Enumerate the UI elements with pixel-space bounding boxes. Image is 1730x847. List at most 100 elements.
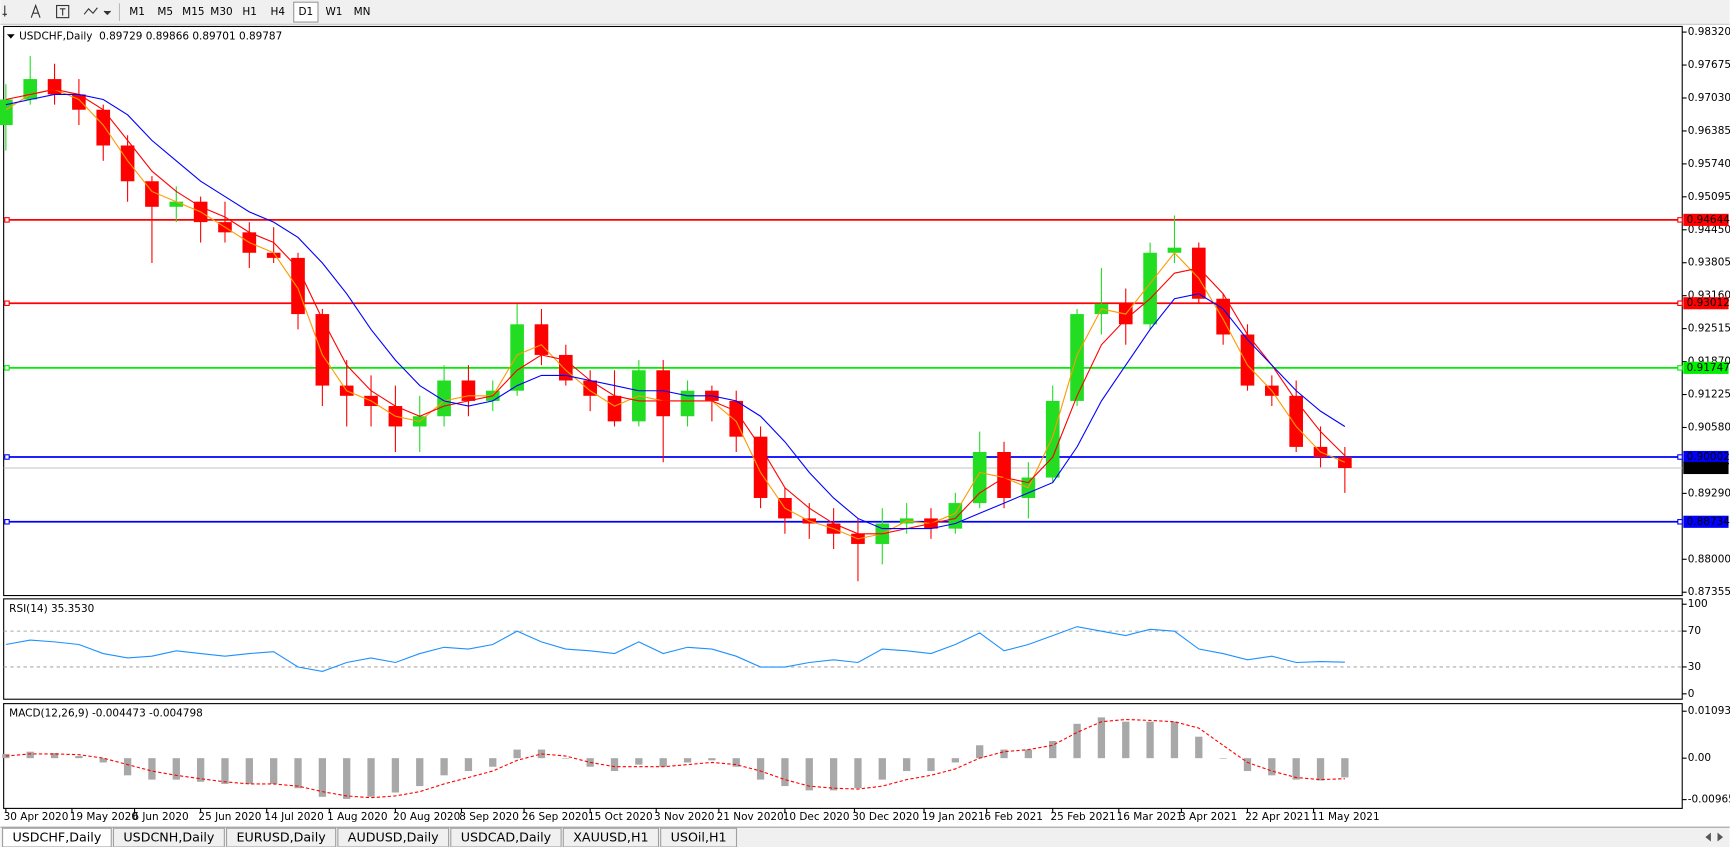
timeframe-button[interactable]: H4 <box>270 6 285 18</box>
macd-bar <box>148 758 156 780</box>
macd-bar <box>99 758 107 763</box>
tool-shapes[interactable] <box>83 7 98 15</box>
candle-body <box>680 390 695 417</box>
macd-bar <box>1073 723 1081 759</box>
chart-menu-arrow[interactable] <box>6 34 15 39</box>
level-label-bg <box>1683 297 1729 310</box>
y-tick-label: 0.96385 <box>1688 125 1730 137</box>
macd-bar <box>270 758 278 784</box>
timeframe-button[interactable]: M1 <box>129 6 145 18</box>
pane: 0.98320 0.97675 0.97030 0.96385 0.95740 0.950… <box>0 25 1730 598</box>
macd-bar <box>635 758 643 765</box>
macd-bar <box>878 758 886 780</box>
macd-bar <box>1000 749 1008 759</box>
level-handle[interactable] <box>4 454 10 460</box>
y-tick-label: 0.95095 <box>1688 191 1730 203</box>
tab-active[interactable] <box>2 827 112 847</box>
level-handle[interactable] <box>1677 519 1683 525</box>
tab[interactable] <box>562 827 660 847</box>
tab[interactable] <box>660 827 738 847</box>
macd-bar <box>708 758 716 761</box>
candle-body <box>534 324 549 355</box>
tab-label[interactable]: EURUSD,Daily <box>236 830 326 845</box>
timeframe-button[interactable]: W1 <box>325 6 342 18</box>
macd-bar <box>1268 758 1276 776</box>
tab-scroll[interactable] <box>1705 832 1724 842</box>
level-handle[interactable] <box>1677 300 1683 307</box>
level-handle[interactable] <box>1677 454 1683 460</box>
x-tick-label: 11 May 2021 <box>1311 811 1379 823</box>
tab-label[interactable]: USDCHF,Daily <box>12 830 101 845</box>
macd-bar <box>75 756 83 759</box>
tab[interactable] <box>112 827 225 847</box>
timeframe-button[interactable]: H1 <box>242 6 257 18</box>
level-handle[interactable] <box>4 217 10 223</box>
x-tick-label: 3 Apr 2021 <box>1179 811 1237 823</box>
x-tick-label: 14 Jul 2020 <box>265 811 324 823</box>
candle-body <box>0 99 13 126</box>
timeframe-button[interactable]: M15 <box>182 6 204 18</box>
level-handle[interactable] <box>1677 217 1683 223</box>
y-tick-label: 0 <box>1688 688 1695 700</box>
last-price-label: 0.89787 <box>1687 462 1730 474</box>
pane-title: USDCHF,Daily <box>19 30 92 42</box>
tab[interactable] <box>450 827 562 847</box>
level-handle[interactable] <box>4 300 10 307</box>
level-label-bg <box>1683 515 1729 528</box>
macd-bar <box>440 758 448 776</box>
macd-bar <box>464 758 473 772</box>
candle-body <box>169 201 184 207</box>
tab-label[interactable]: USOil,H1 <box>671 830 727 845</box>
level-handle[interactable] <box>1677 365 1683 371</box>
macd-bar <box>489 758 497 767</box>
macd-bar <box>50 753 59 759</box>
macd-bar <box>416 758 424 787</box>
x-tick-label: 22 Apr 2021 <box>1245 811 1310 823</box>
tab-label[interactable]: USDCNH,Daily <box>123 830 215 845</box>
tool-text[interactable] <box>30 3 41 18</box>
toolbar <box>0 0 1730 25</box>
x-tick-label: 25 Feb 2021 <box>1051 811 1116 823</box>
tab[interactable] <box>225 827 337 847</box>
candle-body <box>656 370 671 417</box>
candle-body <box>997 452 1011 498</box>
pane-title: MACD(12,26,9) -0.004473 -0.004798 <box>9 708 203 720</box>
timeframe-button[interactable]: M30 <box>210 6 232 18</box>
candle-body <box>47 79 62 95</box>
x-tick-label: 3 Nov 2020 <box>654 811 714 823</box>
level-handle[interactable] <box>4 519 10 525</box>
timeframe-button[interactable]: MN <box>354 6 371 18</box>
macd-bar <box>781 758 789 787</box>
plot-area: 0.98320 0.97675 0.97030 0.96385 0.95740 0.950… <box>0 25 1730 823</box>
tab-label[interactable]: AUDUSD,Daily <box>348 830 439 845</box>
candle-body <box>291 257 305 315</box>
timeframe-button[interactable]: M5 <box>157 6 173 18</box>
x-tick-label: 19 May 2020 <box>70 811 138 823</box>
level-handle[interactable] <box>4 365 10 371</box>
tool-dropdown[interactable] <box>103 10 112 16</box>
tool-label[interactable] <box>56 4 70 19</box>
x-tick-label: 15 Oct 2020 <box>588 811 653 823</box>
macd-bar <box>221 758 229 784</box>
tab[interactable] <box>337 827 450 847</box>
timeframe-button[interactable]: D1 <box>298 6 313 18</box>
macd-bar <box>1024 749 1033 759</box>
tab-label[interactable]: XAUUSD,H1 <box>573 830 648 845</box>
x-tick-label: 25 Jun 2020 <box>198 811 261 823</box>
tab-label[interactable]: USDCAD,Daily <box>461 830 552 845</box>
level-label: 0.94644 <box>1687 214 1730 226</box>
x-tick-label: 8 Sep 2020 <box>459 811 519 823</box>
candle-body <box>1191 247 1206 299</box>
candle-body <box>510 324 524 391</box>
y-tick-label: 0.94450 <box>1688 224 1730 236</box>
tool-crosshair[interactable] <box>2 5 7 17</box>
y-tick-label: 0.90580 <box>1688 421 1730 433</box>
timeframe-buttons: M1 M5 M15 M30 H1 H4 D1 W1 MN <box>129 1 371 23</box>
x-tick-label: 30 Dec 2020 <box>852 811 919 823</box>
candle-body <box>558 354 573 381</box>
timeframe-active <box>293 1 319 23</box>
candle-body <box>607 395 622 422</box>
macd-bar <box>829 758 838 791</box>
y-tick-label: 0.89290 <box>1688 487 1730 499</box>
y-tick-label: 100 <box>1688 598 1708 610</box>
